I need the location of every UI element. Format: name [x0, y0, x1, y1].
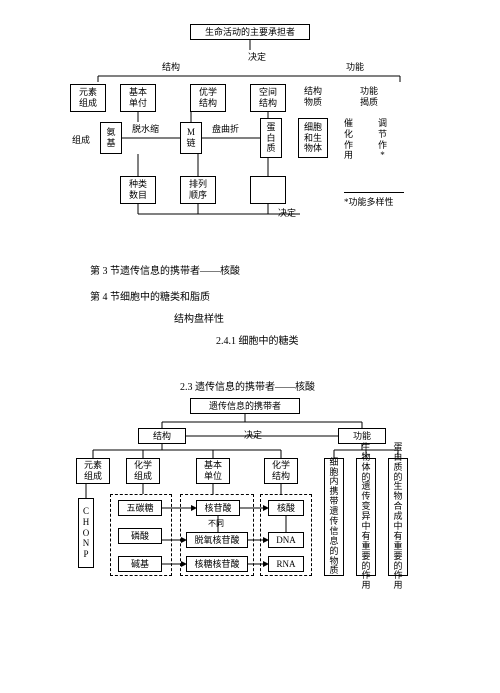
d2-ribo: 核糖核苷酸 — [186, 556, 248, 572]
d2-func2: 生物体的遗传变异中有重要的作用 — [356, 458, 376, 576]
d1-regulate: 调 节 作 * — [378, 118, 387, 161]
d1-order: 排列 顺序 — [180, 176, 216, 204]
d1-empty — [250, 176, 286, 204]
d2-different: 不同 — [208, 519, 224, 529]
d2-chemstruct: 化学 结构 — [264, 458, 298, 484]
d2-title: 遗传信息的携带者 — [190, 398, 300, 414]
d1-protein: 蛋 白 质 — [260, 118, 282, 158]
h23: 2.3 遗传信息的携带者——核酸 — [180, 378, 315, 393]
d1-chem: 优学 结构 — [190, 84, 226, 112]
d2-struct: 结构 — [138, 428, 186, 444]
d1-title: 生命活动的主要承担者 — [190, 24, 310, 40]
d2-deoxy: 脱氧核苷酸 — [186, 532, 248, 548]
d2-nucleotide: 核苷酸 — [196, 500, 240, 516]
d2-base: 碱基 — [118, 556, 162, 572]
sec3: 第 3 节遗传信息的携带者——核酸 — [90, 262, 240, 277]
d1-footnote: *功能多样性 — [344, 192, 404, 208]
d2-nucleic: 核酸 — [268, 500, 304, 516]
d2-phosphate: 磷酸 — [118, 528, 162, 544]
d1-struct-matter: 结构 物质 — [304, 86, 322, 108]
d2-elem: 元素 组成 — [76, 458, 110, 484]
d1-func-label: 功能 — [346, 62, 364, 73]
d2-det: 决定 — [244, 430, 262, 441]
d1-space: 空间 结构 — [250, 84, 286, 112]
d1-compose: 组成 — [72, 135, 90, 146]
d2-chonp: C H O N P — [78, 498, 94, 568]
d2-chemcomp: 化学 组成 — [126, 458, 160, 484]
d1-struct-label: 结构 — [162, 62, 180, 73]
d1-det-label: 决定 — [248, 52, 266, 63]
d2-func3: 蛋白质的生物合成中有重要的作用 — [388, 458, 408, 576]
d2-basic: 基本 单位 — [196, 458, 230, 484]
d1-func-matter: 功能 揭质 — [360, 86, 378, 108]
h241: 2.4.1 细胞中的糖类 — [216, 332, 299, 347]
d1-amino: 氨 基 — [100, 122, 122, 154]
d2-pentose: 五碳糖 — [118, 500, 162, 516]
sec4: 第 4 节细胞中的糖类和脂质 — [90, 288, 210, 303]
d1-elem: 元素 组成 — [70, 84, 106, 112]
d1-basic: 基本 单付 — [120, 84, 156, 112]
d1-mchain: M 链 — [180, 122, 202, 154]
d1-kind: 种类 数目 — [120, 176, 156, 204]
d2-rna: RNA — [268, 556, 304, 572]
d1-coil: 盘曲折 — [212, 124, 239, 135]
d1-det2: 决定 — [278, 208, 296, 219]
d1-dehydrate: 脱水缩 — [132, 124, 159, 135]
d1-cell: 细胞 和生 物体 — [298, 118, 328, 158]
d2-dna: DNA — [268, 532, 304, 548]
d2-func1: 细胞内携带遗传信息的物质 — [324, 458, 344, 576]
sub: 结构盘样性 — [174, 310, 224, 325]
d1-catalyze: 催 化 作 用 — [344, 118, 353, 161]
